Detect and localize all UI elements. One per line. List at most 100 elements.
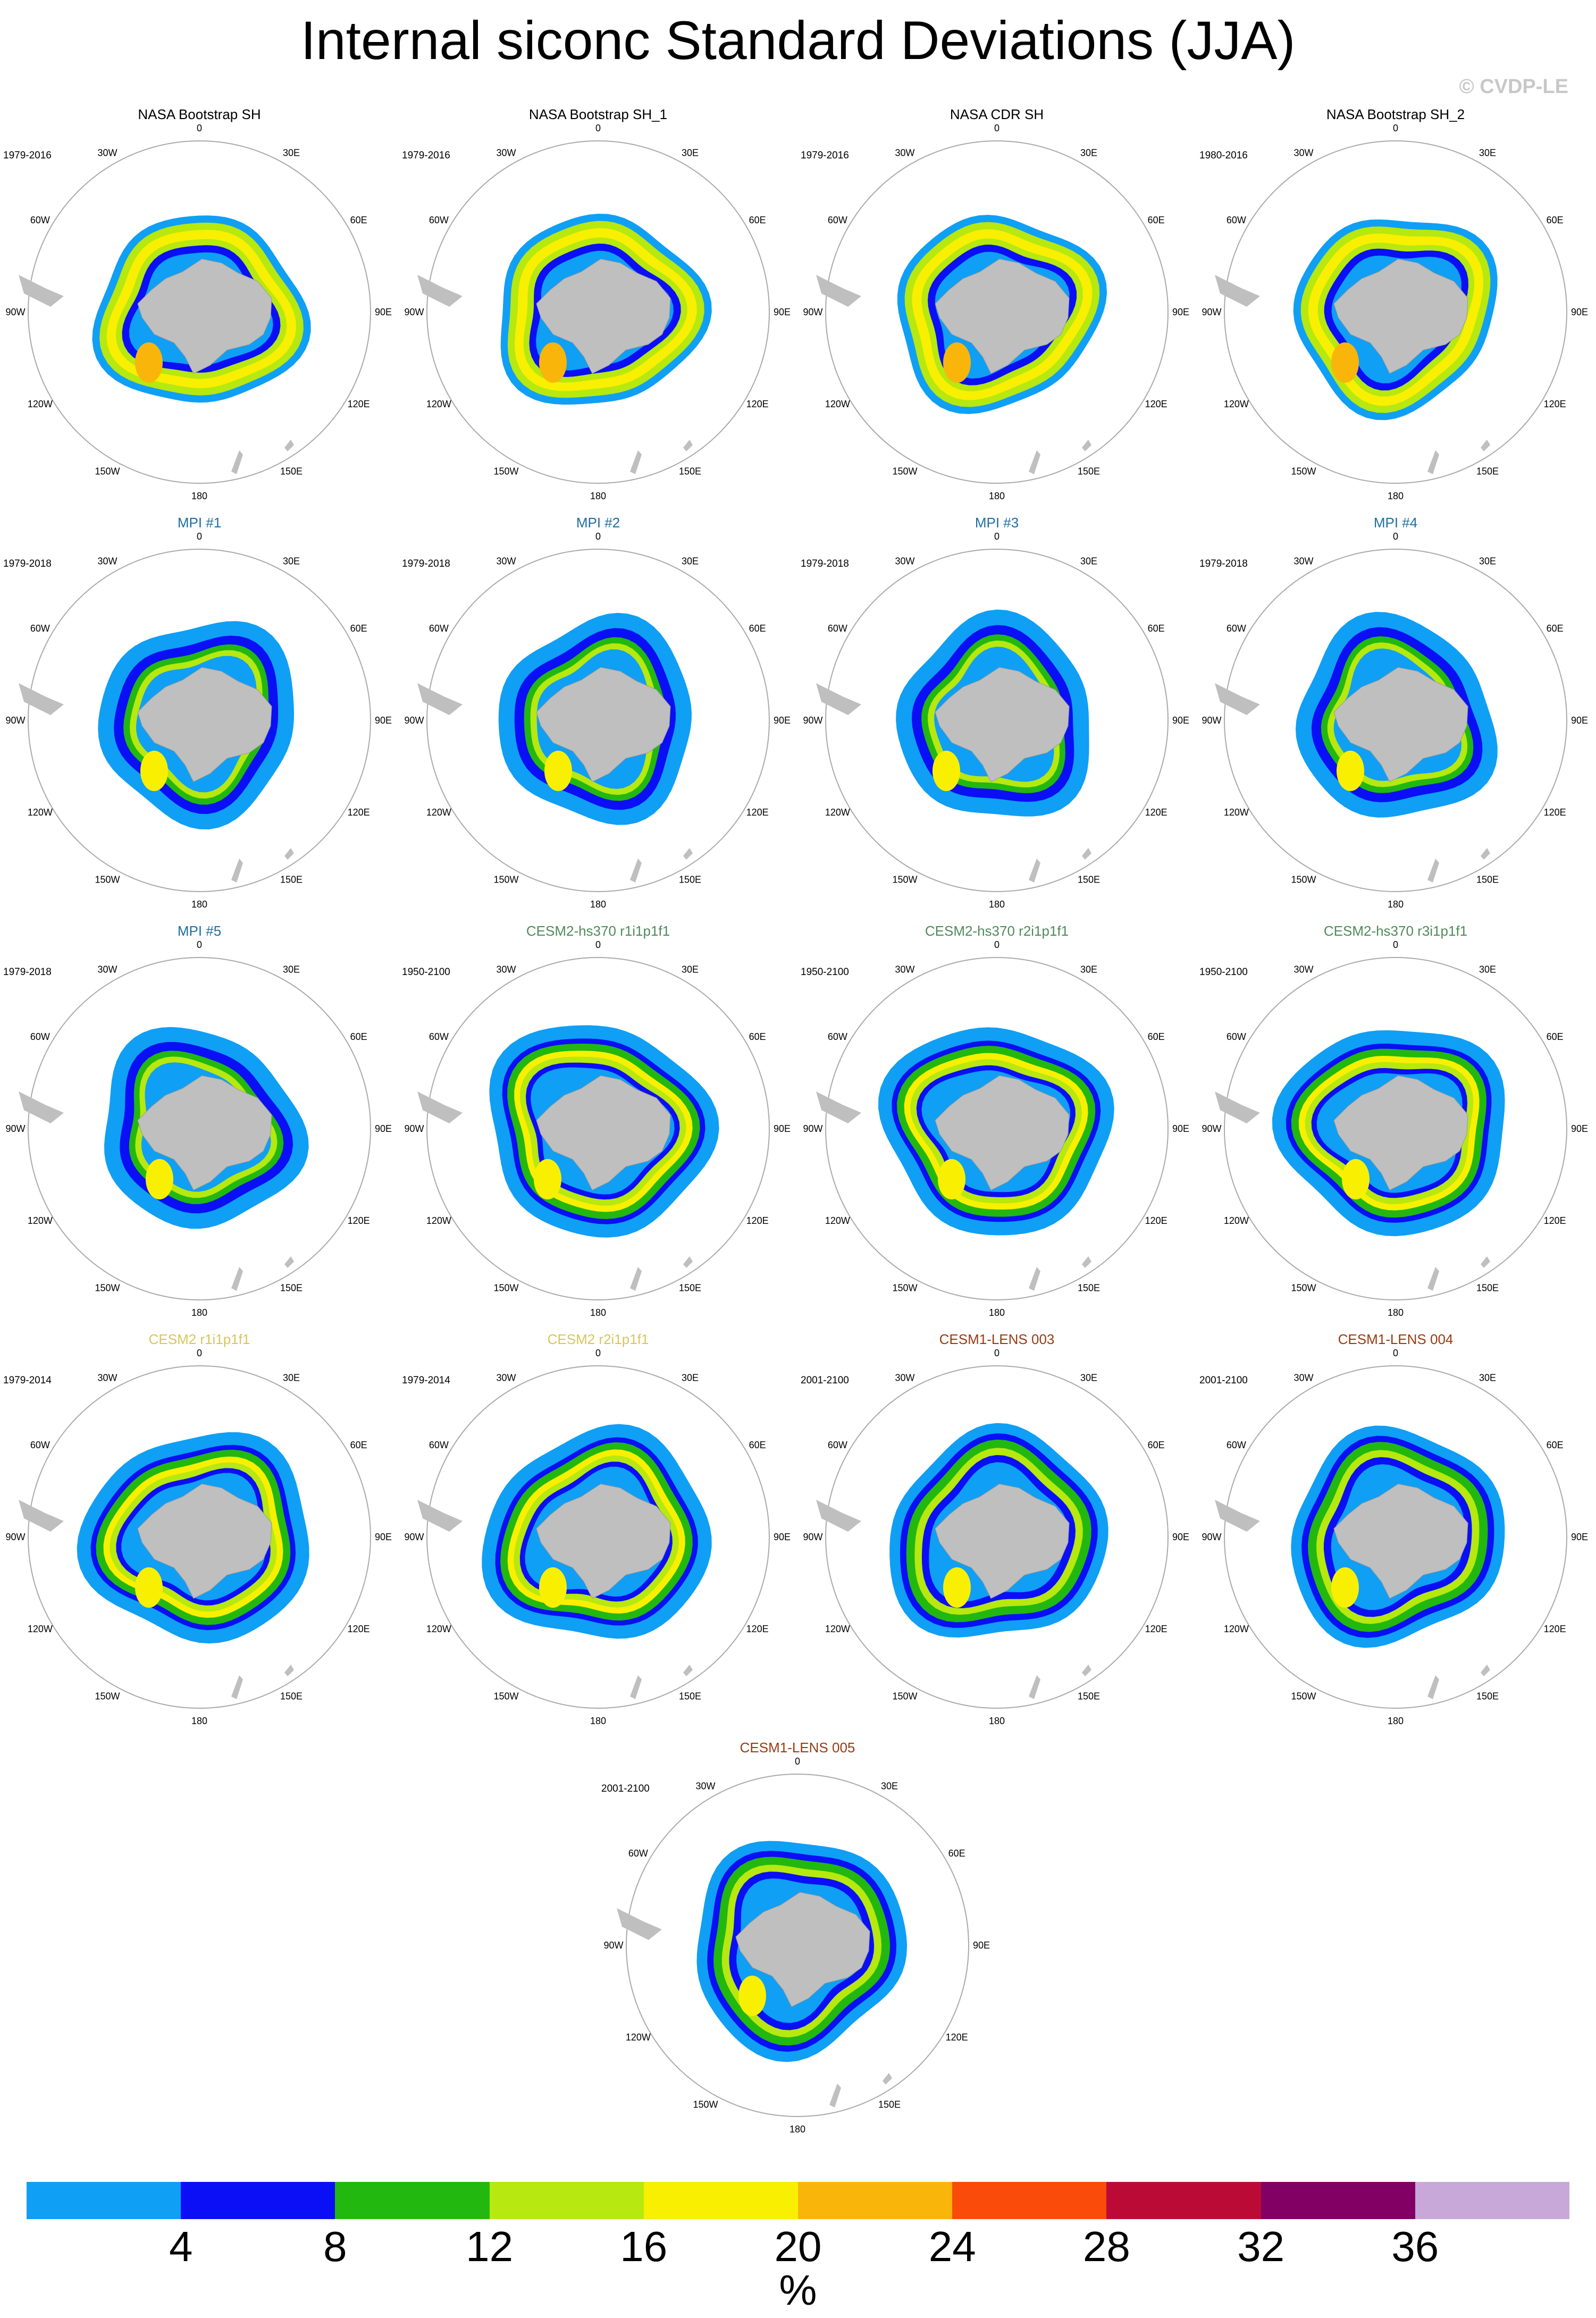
std-hotspot bbox=[539, 342, 567, 383]
panel-years: 2001-2100 bbox=[801, 1375, 849, 1386]
longitude-label: 120E bbox=[348, 399, 370, 409]
colorbar-tick-label: 4 bbox=[169, 2223, 193, 2270]
antarctica-landmass bbox=[536, 1483, 671, 1599]
longitude-label: 30E bbox=[283, 147, 300, 158]
longitude-label: 60W bbox=[429, 215, 449, 225]
longitude-label: 150E bbox=[679, 875, 701, 885]
polar-map: 0 30E 60E 90E 120E 150E 180 150W 120W 90W 60W 30W bbox=[803, 1348, 1189, 1726]
panel-title: MPI #3 bbox=[975, 515, 1019, 531]
longitude-label: 60W bbox=[828, 215, 847, 225]
antarctica-landmass bbox=[536, 1075, 671, 1191]
longitude-label: 150E bbox=[1476, 875, 1499, 885]
longitude-label: 30W bbox=[97, 556, 117, 566]
longitude-label: 120W bbox=[825, 807, 850, 818]
longitude-label: 60E bbox=[1148, 1440, 1165, 1450]
longitude-label: 150E bbox=[1078, 466, 1100, 477]
panel-years: 2001-2100 bbox=[601, 1783, 650, 1794]
colorbar-box bbox=[27, 2182, 181, 2219]
longitude-label: 90W bbox=[1202, 1123, 1221, 1134]
colorbar-tick-label: 36 bbox=[1391, 2223, 1439, 2270]
colorbar-box bbox=[1415, 2182, 1570, 2219]
antarctica-landmass bbox=[137, 1483, 272, 1599]
longitude-label: 150E bbox=[280, 875, 303, 885]
south-america-landmass bbox=[417, 1091, 463, 1123]
longitude-label: 0 bbox=[994, 1348, 999, 1358]
colorbar-box bbox=[335, 2182, 490, 2219]
south-america-landmass bbox=[417, 1500, 463, 1532]
antarctica-landmass bbox=[1333, 667, 1468, 783]
longitude-label: 150W bbox=[693, 2099, 718, 2110]
map-panel: CESM1-LENS 004 2001-2100 0 30E 60E 90E 120E 150… bbox=[1196, 1331, 1595, 1730]
longitude-label: 0 bbox=[197, 939, 202, 950]
colorbar-unit: % bbox=[779, 2266, 817, 2314]
polar-map: 0 30E 60E 90E 120E 150E 180 150W 120W 90W 60W 30W bbox=[803, 531, 1189, 910]
longitude-label: 120W bbox=[1224, 399, 1249, 409]
longitude-label: 120E bbox=[946, 2032, 968, 2043]
longitude-label: 150W bbox=[1291, 1691, 1316, 1702]
antarctica-landmass bbox=[137, 258, 272, 374]
new-zealand-landmass bbox=[630, 440, 693, 474]
new-zealand-landmass bbox=[1427, 1665, 1490, 1699]
longitude-label: 90E bbox=[774, 1123, 791, 1134]
longitude-label: 30W bbox=[1293, 964, 1313, 975]
longitude-label: 60E bbox=[350, 1440, 367, 1450]
longitude-label: 30E bbox=[1080, 147, 1097, 158]
std-hotspot bbox=[135, 342, 163, 383]
map-panel: NASA CDR SH 1979-2016 0 30E 60E 90E 120E 150E 18… bbox=[797, 106, 1196, 505]
panel-title: CESM1-LENS 004 bbox=[1338, 1331, 1454, 1347]
longitude-label: 90E bbox=[375, 1123, 392, 1134]
longitude-label: 90W bbox=[803, 715, 822, 726]
longitude-label: 120W bbox=[426, 1624, 451, 1634]
longitude-label: 90E bbox=[1571, 307, 1588, 317]
map-panel: CESM2-hs370 r2i1p1f1 1950-2100 0 30E 60E 90E 1… bbox=[797, 923, 1196, 1322]
longitude-label: 0 bbox=[197, 123, 202, 133]
polar-map: 0 30E 60E 90E 120E 150E 180 150W 120W 90W 60W 30W bbox=[1202, 531, 1588, 910]
new-zealand-landmass bbox=[1427, 440, 1490, 474]
credit-watermark: © CVDP-LE bbox=[1459, 75, 1568, 98]
longitude-label: 60E bbox=[1148, 215, 1165, 225]
longitude-label: 150E bbox=[1476, 466, 1499, 477]
antarctica-landmass bbox=[935, 258, 1070, 374]
longitude-label: 0 bbox=[1393, 531, 1398, 542]
longitude-label: 30W bbox=[496, 556, 516, 566]
south-america-landmass bbox=[1215, 275, 1260, 307]
longitude-label: 90E bbox=[1172, 715, 1189, 726]
polar-map: 0 30E 60E 90E 120E 150E 180 150W 120W 90W 60W 30W bbox=[404, 531, 791, 910]
panel-title: MPI #5 bbox=[177, 923, 222, 939]
antarctica-landmass bbox=[1333, 1075, 1468, 1191]
longitude-label: 90W bbox=[5, 715, 25, 726]
new-zealand-landmass bbox=[231, 848, 294, 883]
panel-years: 1979-2018 bbox=[801, 558, 849, 569]
longitude-label: 120W bbox=[28, 399, 53, 409]
south-america-landmass bbox=[816, 1091, 861, 1123]
longitude-label: 60W bbox=[30, 215, 50, 225]
figure-title: Internal siconc Standard Deviations (JJA… bbox=[300, 10, 1296, 71]
longitude-label: 60W bbox=[1227, 623, 1246, 634]
longitude-label: 30W bbox=[97, 147, 117, 158]
longitude-label: 180 bbox=[590, 491, 606, 501]
longitude-label: 30E bbox=[283, 964, 300, 975]
longitude-label: 60E bbox=[1547, 623, 1564, 634]
longitude-label: 120W bbox=[28, 1215, 53, 1226]
longitude-label: 150E bbox=[280, 1691, 303, 1702]
longitude-label: 90W bbox=[5, 1123, 25, 1134]
longitude-label: 30E bbox=[1080, 964, 1097, 975]
south-america-landmass bbox=[19, 1091, 64, 1123]
longitude-label: 150W bbox=[1291, 875, 1316, 885]
longitude-label: 150W bbox=[892, 1691, 917, 1702]
panel-title: CESM2-hs370 r3i1p1f1 bbox=[1323, 923, 1468, 939]
colorbar-tick-label: 24 bbox=[928, 2223, 976, 2270]
longitude-label: 30E bbox=[283, 1372, 300, 1383]
longitude-label: 180 bbox=[789, 2124, 805, 2135]
longitude-label: 150W bbox=[892, 1283, 917, 1294]
longitude-label: 180 bbox=[191, 1716, 207, 1726]
longitude-label: 120E bbox=[746, 807, 769, 818]
std-hotspot bbox=[1337, 751, 1364, 791]
polar-map: 0 30E 60E 90E 120E 150E 180 150W 120W 90W 60W 30W bbox=[5, 531, 392, 910]
longitude-label: 60E bbox=[948, 1848, 965, 1859]
south-america-landmass bbox=[617, 1908, 662, 1940]
panel-title: NASA Bootstrap SH_2 bbox=[1326, 106, 1465, 122]
longitude-label: 180 bbox=[1388, 1307, 1404, 1318]
longitude-label: 0 bbox=[1393, 123, 1398, 133]
longitude-label: 150W bbox=[1291, 466, 1316, 477]
